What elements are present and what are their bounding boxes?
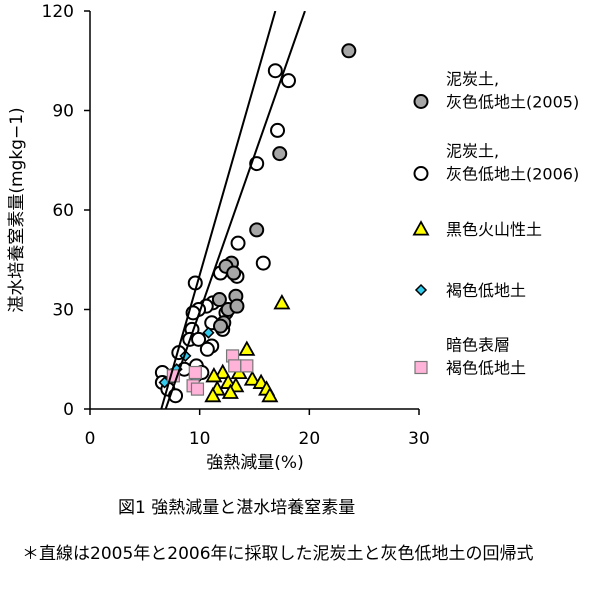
data-point: [188, 365, 202, 380]
legend-label: 灰色低地土(2005): [446, 93, 579, 112]
y-axis-label: 湛水培養窒素量(mgkg−1): [7, 107, 27, 312]
data-point: [249, 222, 265, 238]
y-tick-label: 120: [42, 2, 74, 22]
data-point: [190, 382, 205, 396]
data-point: [213, 318, 229, 334]
legend-label: 黒色火山性土: [446, 220, 542, 239]
legend-label: 暗色表層: [446, 336, 510, 355]
data-point: [238, 340, 256, 356]
y-tick-label: 30: [52, 301, 74, 321]
legend-marker: [414, 283, 428, 297]
data-point: [204, 386, 222, 403]
legend-marker: [414, 360, 428, 375]
legend-marker: [413, 166, 429, 181]
x-tick-label: 30: [408, 429, 430, 449]
data-point: [341, 43, 357, 59]
legend-label: 褐色低地土: [446, 281, 526, 300]
data-point: [270, 122, 286, 138]
y-tick-label: 0: [63, 400, 74, 420]
legend-label: 泥炭土,: [446, 142, 499, 161]
data-point: [267, 63, 283, 79]
x-axis-label: 強熱減量(%): [206, 453, 303, 473]
y-tick-label: 60: [52, 201, 74, 221]
footnote: ＊直線は2005年と2006年に採取した泥炭土と灰色低地土の回帰式: [22, 544, 534, 564]
data-point: [226, 265, 242, 281]
data-point: [261, 386, 279, 403]
x-tick-label: 0: [85, 429, 96, 449]
data-point: [272, 146, 288, 162]
plot-area: 0 10 20 30 0 30 60 90 120 強熱減量(%) 湛水培養窒素量(mgkg−1): [7, 2, 430, 473]
legend-label: 褐色低地土: [446, 359, 526, 378]
data-point: [273, 294, 291, 310]
data-point: [191, 331, 207, 347]
regression-line: [164, 11, 306, 409]
data-point: [202, 326, 215, 339]
data-point: [199, 341, 215, 357]
data-point: [240, 359, 254, 373]
data-point: [214, 363, 232, 380]
data-point: [280, 73, 296, 89]
legend-label: 灰色低地土(2006): [446, 165, 579, 184]
regression-line: [160, 11, 277, 409]
legend: 泥炭土, 灰色低地土(2005) 泥炭土, 灰色低地土(2006) 黒色火山性土褐色低地…: [412, 70, 579, 378]
data-point: [255, 255, 271, 271]
data-point: [228, 359, 242, 373]
legend-label: 泥炭土,: [446, 70, 499, 89]
data-point: [243, 370, 261, 386]
figure-caption: 図1 強熱減量と湛水培養窒素量: [118, 498, 356, 518]
x-tick-label: 20: [299, 429, 321, 449]
data-point: [211, 292, 227, 308]
y-tick-label: 90: [52, 102, 74, 122]
legend-marker: [413, 94, 429, 109]
data-point: [221, 383, 239, 399]
x-tick-label: 10: [189, 429, 211, 449]
data-point: [230, 235, 246, 251]
scatter-chart: 0 10 20 300306090120強熱減量(%)湛水培養窒素量(mgkg−1) …: [7, 2, 579, 473]
legend-marker: [412, 220, 430, 236]
data-point: [229, 298, 245, 314]
data-point: [205, 366, 223, 383]
